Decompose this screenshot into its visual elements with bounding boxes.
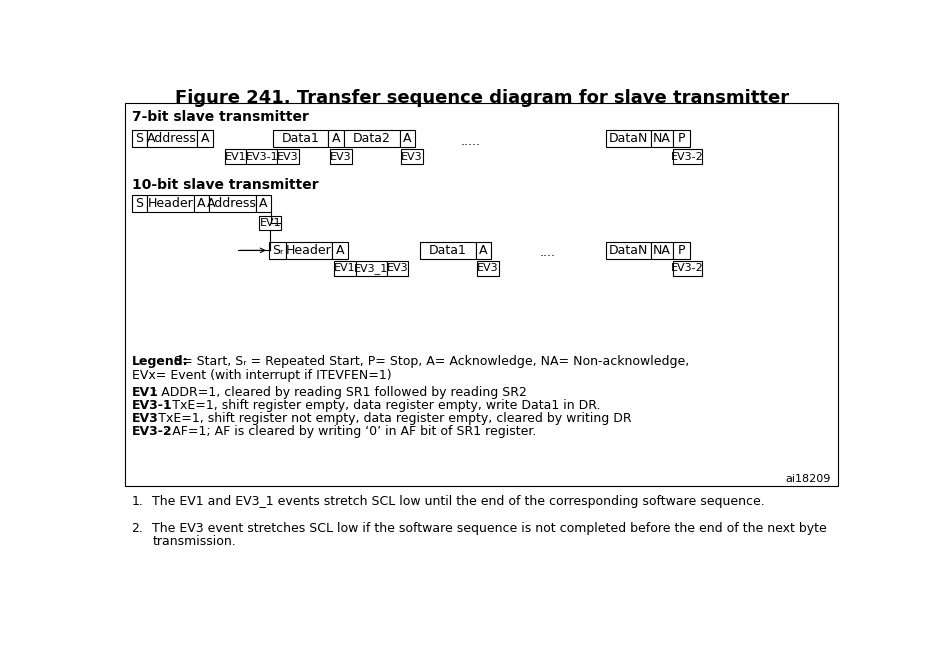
- Bar: [260, 215, 281, 230]
- Bar: [400, 130, 415, 147]
- Text: EV3-2: EV3-2: [671, 152, 704, 162]
- Bar: [256, 195, 271, 212]
- Text: EV3: EV3: [132, 412, 158, 425]
- Text: Data2: Data2: [353, 132, 391, 145]
- Text: .....: .....: [460, 134, 480, 147]
- Text: : TxE=1, shift register not empty, data register empty, cleared by writing DR: : TxE=1, shift register not empty, data …: [151, 412, 631, 425]
- Bar: [334, 261, 356, 276]
- Text: The EV1 and EV3_1 events stretch SCL low until the end of the corresponding soft: The EV1 and EV3_1 events stretch SCL low…: [152, 495, 765, 508]
- Text: EV3: EV3: [278, 152, 299, 162]
- Bar: [673, 242, 690, 259]
- Bar: [286, 242, 332, 259]
- Text: NA: NA: [653, 244, 671, 257]
- Text: 10-bit slave transmitter: 10-bit slave transmitter: [132, 178, 318, 192]
- Text: EV3: EV3: [330, 152, 352, 162]
- Text: A: A: [479, 244, 487, 257]
- Text: Data1: Data1: [429, 244, 467, 257]
- Text: Legend:: Legend:: [132, 355, 188, 368]
- Text: EV3-1: EV3-1: [246, 152, 279, 162]
- Text: EV3-1: EV3-1: [132, 399, 172, 412]
- Bar: [673, 261, 702, 276]
- Text: A: A: [201, 132, 210, 145]
- Text: EV3: EV3: [477, 263, 499, 273]
- Text: Address: Address: [148, 132, 198, 145]
- Bar: [651, 130, 673, 147]
- Bar: [606, 242, 651, 259]
- Bar: [132, 130, 147, 147]
- Text: A: A: [332, 132, 341, 145]
- Bar: [198, 130, 213, 147]
- Text: EV1: EV1: [132, 386, 158, 399]
- Text: Sᵣ: Sᵣ: [272, 244, 283, 257]
- Text: transmission.: transmission.: [152, 535, 236, 548]
- Bar: [420, 242, 475, 259]
- Text: ai18209: ai18209: [785, 474, 831, 484]
- Text: S: S: [136, 132, 143, 145]
- Bar: [651, 242, 673, 259]
- Text: DataN: DataN: [609, 244, 648, 257]
- Text: Figure 241. Transfer sequence diagram for slave transmitter: Figure 241. Transfer sequence diagram fo…: [175, 89, 789, 106]
- Text: 2.: 2.: [132, 522, 143, 535]
- Text: Header: Header: [148, 197, 193, 210]
- Bar: [477, 261, 499, 276]
- Text: EV1: EV1: [260, 218, 281, 228]
- Text: Data1: Data1: [281, 132, 319, 145]
- Bar: [194, 195, 209, 212]
- Bar: [328, 130, 343, 147]
- Bar: [147, 195, 194, 212]
- Text: 7-bit slave transmitter: 7-bit slave transmitter: [132, 110, 309, 124]
- Bar: [673, 149, 702, 164]
- Text: Address: Address: [207, 197, 257, 210]
- Bar: [225, 149, 247, 164]
- Text: DataN: DataN: [609, 132, 648, 145]
- Bar: [278, 149, 299, 164]
- Text: EV1: EV1: [334, 263, 356, 273]
- Text: NA: NA: [653, 132, 671, 145]
- Text: Header: Header: [286, 244, 332, 257]
- Bar: [401, 149, 423, 164]
- Bar: [330, 149, 352, 164]
- Text: S= Start, Sᵣ = Repeated Start, P= Stop, A= Acknowledge, NA= Non-acknowledge,: S= Start, Sᵣ = Repeated Start, P= Stop, …: [170, 355, 690, 368]
- Text: A: A: [336, 244, 344, 257]
- Bar: [343, 130, 400, 147]
- Bar: [125, 103, 838, 486]
- Text: 1.: 1.: [132, 495, 143, 508]
- Text: A: A: [197, 197, 205, 210]
- Bar: [209, 195, 256, 212]
- Bar: [269, 242, 286, 259]
- Bar: [273, 130, 328, 147]
- Text: EV3_1: EV3_1: [354, 263, 389, 274]
- Text: ....: ....: [540, 246, 556, 259]
- Text: The EV3 event stretches SCL low if the software sequence is not completed before: The EV3 event stretches SCL low if the s…: [152, 522, 827, 535]
- Text: EV1: EV1: [225, 152, 247, 162]
- Text: EV3-2: EV3-2: [132, 425, 172, 438]
- Text: A: A: [404, 132, 412, 145]
- Text: : AF=1; AF is cleared by writing ‘0’ in AF bit of SR1 register.: : AF=1; AF is cleared by writing ‘0’ in …: [164, 425, 536, 438]
- Text: : ADDR=1, cleared by reading SR1 followed by reading SR2: : ADDR=1, cleared by reading SR1 followe…: [153, 386, 527, 399]
- Text: S: S: [136, 197, 143, 210]
- Bar: [247, 149, 278, 164]
- Text: P: P: [678, 132, 685, 145]
- Text: EV3-2: EV3-2: [671, 263, 704, 273]
- Text: P: P: [678, 244, 685, 257]
- Bar: [387, 261, 408, 276]
- Text: EVx= Event (with interrupt if ITEVFEN=1): EVx= Event (with interrupt if ITEVFEN=1): [132, 369, 391, 382]
- Bar: [673, 130, 690, 147]
- Bar: [147, 130, 198, 147]
- Text: EV3: EV3: [387, 263, 408, 273]
- Bar: [606, 130, 651, 147]
- Bar: [356, 261, 387, 276]
- Bar: [332, 242, 348, 259]
- Bar: [132, 195, 147, 212]
- Text: EV3: EV3: [401, 152, 423, 162]
- Bar: [475, 242, 491, 259]
- Text: A: A: [259, 197, 267, 210]
- Text: : TxE=1, shift register empty, data register empty, write Data1 in DR.: : TxE=1, shift register empty, data regi…: [164, 399, 600, 412]
